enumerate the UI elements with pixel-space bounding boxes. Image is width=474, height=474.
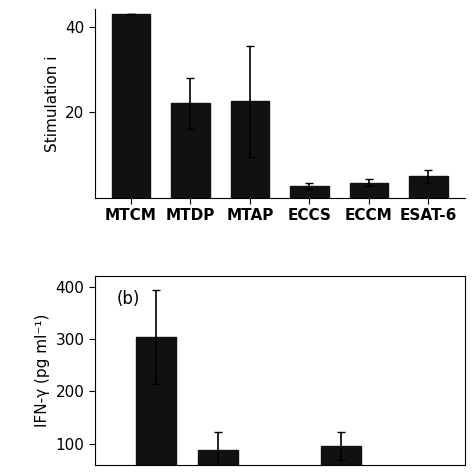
Bar	[321, 446, 361, 474]
Y-axis label: Stimulation i: Stimulation i	[45, 55, 60, 152]
Bar	[290, 185, 329, 198]
Bar	[230, 101, 269, 198]
Bar	[137, 337, 176, 474]
Text: (b): (b)	[117, 290, 140, 308]
Bar	[171, 103, 210, 198]
Bar	[198, 450, 238, 474]
Bar	[349, 182, 388, 198]
Bar	[111, 14, 150, 198]
Bar	[409, 176, 448, 198]
Y-axis label: IFN-γ (pg ml⁻¹): IFN-γ (pg ml⁻¹)	[35, 314, 50, 427]
